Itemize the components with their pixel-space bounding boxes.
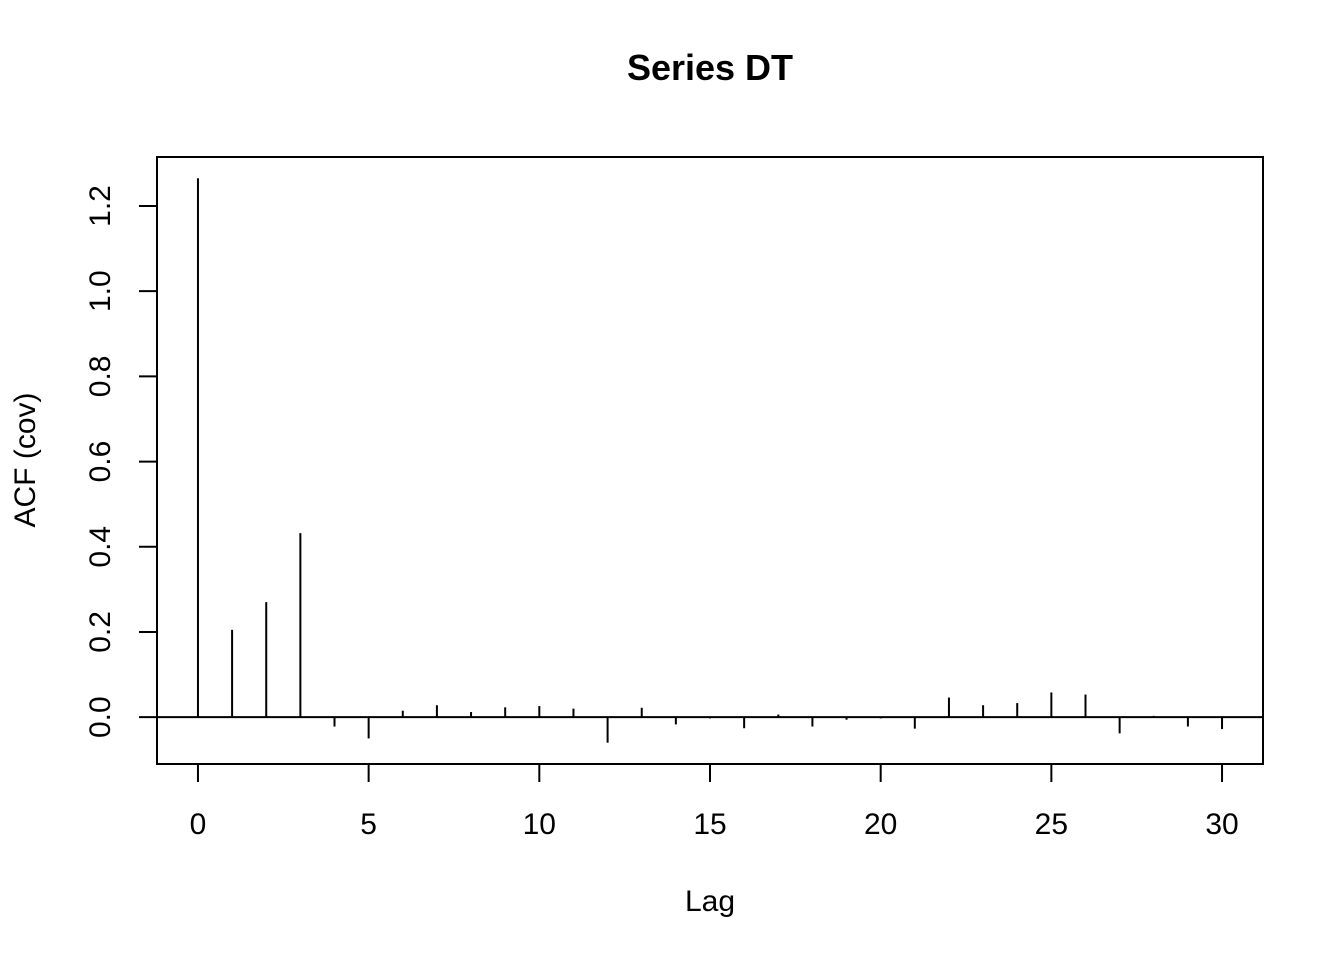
- y-tick-label-0.8: 0.8: [84, 356, 117, 398]
- y-tick-label-0.4: 0.4: [84, 526, 117, 568]
- y-axis: 0.0 0.2 0.4 0.6 0.8 1.0 1.2: [84, 185, 158, 738]
- x-tick-label-0: 0: [190, 808, 207, 841]
- y-tick-label-1.2: 1.2: [84, 185, 117, 227]
- x-tick-label-10: 10: [523, 808, 556, 841]
- acf-spikes: [157, 178, 1263, 743]
- y-tick-label-1.0: 1.0: [84, 270, 117, 312]
- x-axis-label: Lag: [685, 885, 735, 918]
- chart-title: Series DT: [627, 47, 793, 88]
- y-tick-label-0.2: 0.2: [84, 611, 117, 653]
- x-axis: 0 5 10 15 20 25 30: [190, 763, 1239, 841]
- x-tick-label-5: 5: [360, 808, 377, 841]
- plot-frame: [156, 156, 1264, 765]
- y-tick-label-0.0: 0.0: [84, 696, 117, 738]
- x-tick-label-20: 20: [864, 808, 897, 841]
- x-tick-label-25: 25: [1035, 808, 1068, 841]
- y-axis-label: ACF (cov): [9, 393, 42, 528]
- x-tick-label-15: 15: [693, 808, 726, 841]
- x-tick-label-30: 30: [1205, 808, 1238, 841]
- y-tick-label-0.6: 0.6: [84, 441, 117, 483]
